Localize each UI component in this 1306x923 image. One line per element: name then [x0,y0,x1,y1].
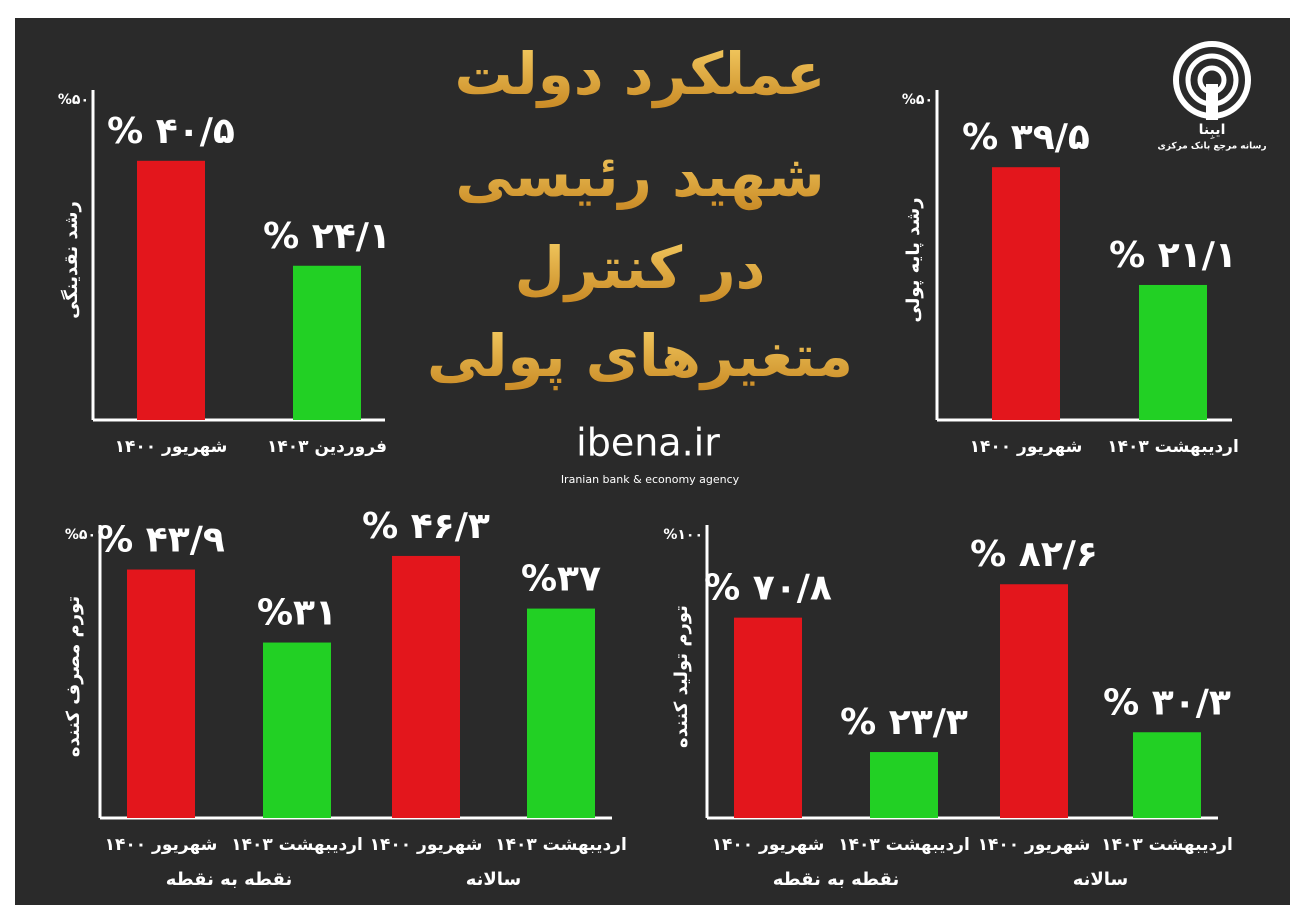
value-label: % ۷۰/۸ [704,568,832,609]
logo-name: ایبِنا [1199,122,1226,139]
bar [870,752,938,818]
bar [1133,732,1201,818]
value-label: %۳۷ [521,559,601,600]
y-tick-label: %۵۰ [65,527,96,543]
group-label: نقطه به نقطه [773,869,900,890]
bar [263,642,331,818]
x-tick-label: شهریور ۱۴۰۰ [105,835,218,855]
x-tick-label: شهریور ۱۴۰۰ [370,835,483,855]
title-line: عملکرد دولت [455,40,826,109]
panel [15,18,1290,905]
value-label: %۳۱ [257,593,337,634]
x-tick-label: شهریور ۱۴۰۰ [115,437,228,457]
value-label: % ۲۱/۱ [1109,235,1237,276]
value-label: % ۲۴/۱ [263,216,391,257]
x-tick-label: اردیبهشت ۱۴۰۳ [1101,835,1233,855]
y-axis-label: تورم تولید کننده [671,605,692,748]
y-tick-label: %۵۰ [902,92,933,108]
value-label: % ۴۳/۹ [97,520,225,561]
bar [992,167,1060,420]
y-axis-label: رشد پایه پولی [903,197,924,322]
bar [734,617,802,818]
bar [137,160,205,421]
logo-tagline: رسانه مرجع بانک مرکزی [1157,142,1266,152]
title-line: در کنترل [515,234,766,303]
value-label: % ۳۰/۳ [1103,682,1231,723]
bar [293,265,361,420]
y-axis-label: تورم مصرف کننده [63,596,84,757]
y-tick-label: %۵۰ [58,92,89,108]
group-label: سالانه [466,869,522,890]
x-tick-label: اردیبهشت ۱۴۰۳ [231,835,363,855]
group-label: سالانه [1073,869,1129,890]
value-label: % ۸۲/۶ [970,534,1098,575]
title-line: شهید رئیسی [455,142,824,211]
value-label: % ۲۳/۳ [840,702,968,743]
value-label: % ۳۹/۵ [962,117,1090,158]
bar [392,555,460,818]
value-label: % ۴۶/۳ [362,506,490,547]
x-tick-label: اردیبهشت ۱۴۰۳ [1107,437,1239,457]
logo [1173,41,1251,120]
x-tick-label: شهریور ۱۴۰۰ [978,835,1091,855]
x-tick-label: شهریور ۱۴۰۰ [970,437,1083,457]
site: ibena.ir [576,421,720,465]
bar [127,569,195,818]
y-tick-label: %۱۰۰ [663,527,703,543]
site-subtitle: Iranian bank & economy agency [561,473,740,486]
value-label: % ۴۰/۵ [107,111,235,152]
bar [1139,284,1207,420]
x-tick-label: اردیبهشت ۱۴۰۳ [838,835,970,855]
x-tick-label: فروردین ۱۴۰۳ [267,437,387,457]
bar [1000,584,1068,818]
x-tick-label: اردیبهشت ۱۴۰۳ [495,835,627,855]
group-label: نقطه به نقطه [166,869,293,890]
title-line: متغیرهای پولی [427,322,853,391]
bar [527,608,595,818]
x-tick-label: شهریور ۱۴۰۰ [712,835,825,855]
y-axis-label: رشد نقدینگی [60,201,82,319]
